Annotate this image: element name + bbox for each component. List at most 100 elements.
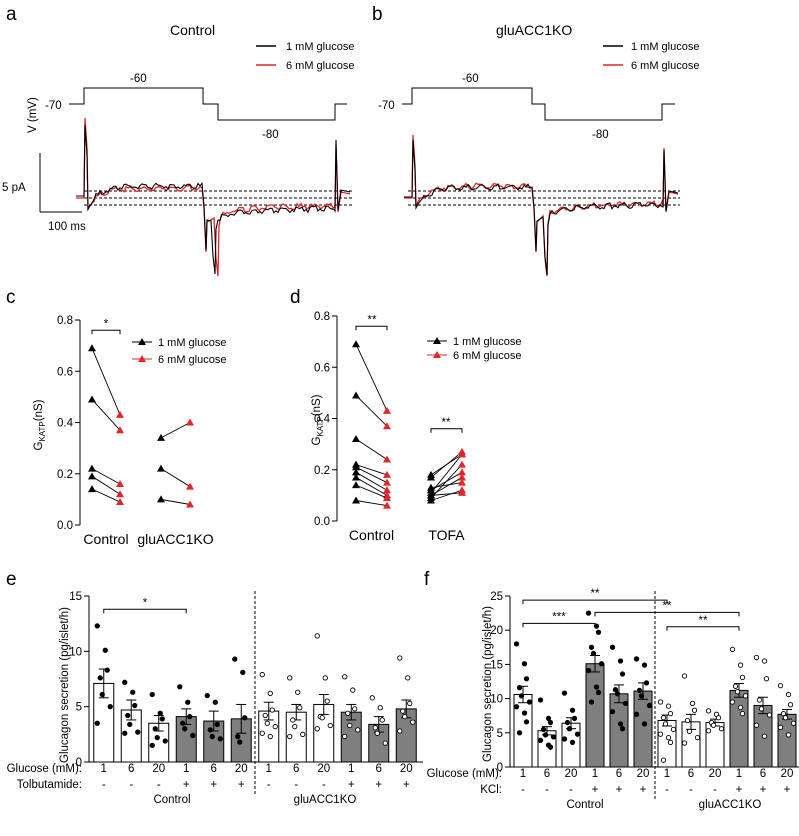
- data-point: [350, 687, 356, 693]
- sig-bracket: [91, 329, 121, 335]
- point-1mm: [427, 470, 435, 478]
- data-point: [259, 730, 265, 736]
- data-point: [782, 715, 789, 721]
- data-point: [149, 691, 155, 698]
- data-point: [232, 656, 238, 662]
- point-6mm: [383, 470, 391, 478]
- treatment-value: +: [183, 779, 190, 791]
- pair-line: [91, 488, 121, 503]
- data-point: [564, 719, 571, 726]
- pair-line: [160, 498, 191, 505]
- point-6mm: [116, 426, 124, 434]
- sig-bracket-3: [594, 611, 740, 617]
- treatment-value: -: [157, 779, 161, 791]
- point-1mm: [352, 463, 360, 471]
- x-category-label: gluACC1KO: [137, 531, 213, 547]
- panel-c-ylabel: GKATP(nS): [33, 399, 47, 450]
- panel-b-title: gluACC1KO: [496, 22, 572, 38]
- data-point: [777, 682, 784, 689]
- glucose-value: 1: [348, 763, 354, 775]
- data-point: [397, 728, 403, 734]
- data-point: [641, 662, 648, 668]
- data-point: [204, 692, 210, 699]
- point-1mm: [88, 464, 96, 472]
- panel-b-voltage-protocol: [402, 87, 675, 121]
- data-point: [130, 689, 136, 695]
- sig-bracket-4: [666, 626, 740, 631]
- treatment-value: -: [713, 784, 717, 796]
- treatment-value: +: [375, 779, 382, 791]
- data-point: [561, 690, 568, 696]
- treatment-value: +: [210, 779, 217, 791]
- pair-line: [355, 438, 388, 460]
- point-1mm: [157, 464, 165, 472]
- glucose-value: 6: [760, 768, 766, 780]
- data-point: [619, 671, 626, 677]
- data-point: [542, 732, 549, 738]
- sig-bracket-1: [522, 599, 668, 605]
- point-1mm: [352, 481, 360, 489]
- panel-e-glucose-row-label: Glucose (mM):: [7, 763, 82, 775]
- data-point: [753, 654, 760, 661]
- data-point: [646, 702, 653, 709]
- data-point: [300, 731, 306, 737]
- treatment-value: +: [760, 784, 767, 796]
- y-tick-label: 0.2: [314, 465, 330, 477]
- data-point: [643, 680, 650, 686]
- data-point: [710, 722, 717, 728]
- data-point: [729, 699, 736, 705]
- data-point: [272, 723, 278, 730]
- treatment-value: -: [129, 779, 133, 791]
- legend-c-marker-6mm: [138, 355, 146, 362]
- data-point: [374, 730, 380, 736]
- y-tick-label: 0: [76, 757, 82, 769]
- glucose-value: 20: [637, 768, 650, 780]
- data-point: [240, 669, 246, 676]
- data-point: [518, 693, 525, 699]
- legend-b-label-1mm: 1 mM glucose: [631, 41, 699, 53]
- trace-a-1mm: [76, 124, 351, 275]
- pair-line: [355, 343, 388, 412]
- data-point: [369, 695, 375, 701]
- data-point: [290, 717, 296, 723]
- data-point: [132, 702, 138, 709]
- data-point: [595, 629, 602, 635]
- panel-b-vstep1-label: -60: [462, 73, 479, 85]
- treatment-value: -: [294, 779, 298, 791]
- legend-d-marker-1mm: [433, 337, 441, 344]
- pair-line: [355, 484, 388, 499]
- point-1mm: [427, 483, 435, 491]
- data-point: [787, 702, 794, 708]
- data-point: [267, 733, 273, 740]
- panel-d: d GKATP(nS) 1 mM glucose 6 mM glucose 0.…: [290, 287, 521, 543]
- data-point: [665, 734, 672, 741]
- data-point: [545, 715, 552, 722]
- glucose-value: 6: [376, 763, 382, 775]
- x-category-label: TOFA: [428, 527, 465, 543]
- y-tick-label: 5: [497, 728, 503, 740]
- data-point: [641, 721, 648, 727]
- sig-bracket-2: [430, 428, 463, 433]
- point-6mm: [458, 468, 466, 476]
- data-point: [345, 710, 351, 716]
- data-point: [104, 667, 110, 673]
- legend-c-label-6mm: 6 mM glucose: [158, 354, 226, 366]
- point-6mm: [116, 410, 124, 418]
- data-point: [742, 693, 749, 699]
- legend-c-label-1mm: 1 mM glucose: [158, 337, 226, 349]
- data-point: [737, 662, 744, 668]
- data-point: [691, 707, 698, 713]
- data-point: [292, 723, 298, 730]
- data-point: [94, 720, 100, 726]
- glucose-value: 20: [781, 768, 794, 780]
- glucose-value: 1: [736, 768, 742, 780]
- data-point: [190, 732, 196, 739]
- glucose-value: 1: [183, 763, 189, 775]
- data-point: [214, 721, 220, 728]
- data-point: [732, 683, 739, 689]
- pair-line: [91, 348, 121, 415]
- data-point: [513, 704, 520, 710]
- data-point: [657, 699, 664, 705]
- data-point: [665, 703, 672, 709]
- data-point: [207, 727, 213, 733]
